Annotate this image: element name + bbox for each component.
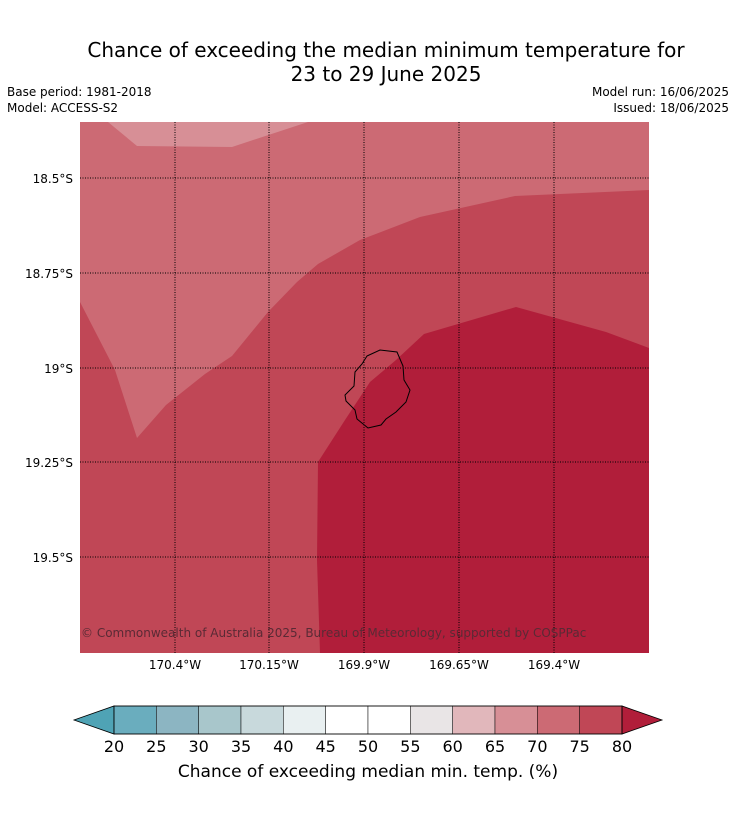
- model-text: Model: ACCESS-S2: [7, 101, 119, 115]
- lon-label: 169.65°W: [429, 658, 489, 672]
- region-65-70: [80, 122, 649, 438]
- lon-label: 170.15°W: [239, 658, 299, 672]
- lon-label: 169.4°W: [528, 658, 580, 672]
- copyright-text: © Commonwealth of Australia 2025, Bureau…: [81, 626, 586, 640]
- colorbar-tick-label: 20: [104, 737, 124, 756]
- colorbar-swatches: [72, 705, 664, 735]
- colorbar-swatch: [537, 705, 580, 735]
- meta-right: Model run: 16/06/2025 Issued: 18/06/2025: [592, 84, 729, 116]
- colorbar-over-triangle: [621, 705, 664, 735]
- colorbar-swatch: [283, 705, 326, 735]
- colorbar-swatch: [494, 705, 538, 735]
- colorbar-swatch: [367, 705, 411, 735]
- colorbar-swatch: [240, 705, 284, 735]
- lat-labels: 18.5°S 18.75°S 19°S 19.25°S 19.5°S: [25, 172, 73, 565]
- meta-left: Base period: 1981-2018 Model: ACCESS-S2: [7, 84, 152, 116]
- lat-label: 18.5°S: [33, 172, 73, 186]
- colorbar-tick-label: 35: [231, 737, 251, 756]
- colorbar-under-triangle: [72, 705, 115, 735]
- colorbar-swatch: [579, 705, 623, 735]
- gridlines: [80, 122, 649, 653]
- colorbar-tick-label: 60: [442, 737, 462, 756]
- chart-title: Chance of exceeding the median minimum t…: [0, 38, 736, 86]
- colorbar-tick-label: 70: [527, 737, 547, 756]
- colorbar-swatch: [113, 705, 157, 735]
- lon-label: 170.4°W: [149, 658, 201, 672]
- colorbar-swatch: [325, 705, 369, 735]
- colorbar-tick-label: 75: [569, 737, 589, 756]
- map-figure: © Commonwealth of Australia 2025, Bureau…: [25, 122, 649, 672]
- colorbar-label: Chance of exceeding median min. temp. (%…: [177, 762, 559, 782]
- region-over-80: [317, 307, 649, 653]
- lat-label: 19°S: [44, 362, 73, 376]
- colorbar-tick-label: 30: [188, 737, 208, 756]
- issued-text: Issued: 18/06/2025: [613, 101, 729, 115]
- lat-label: 19.25°S: [25, 456, 73, 470]
- lat-label: 19.5°S: [33, 551, 73, 565]
- title-line-2: 23 to 29 June 2025: [290, 62, 482, 86]
- map-panel: © Commonwealth of Australia 2025, Bureau…: [80, 122, 649, 653]
- colorbar-tick-label: 55: [400, 737, 420, 756]
- colorbar-swatch: [198, 705, 242, 735]
- colorbar-swatch: [156, 705, 199, 735]
- base-period-text: Base period: 1981-2018: [7, 85, 152, 99]
- title-line-1: Chance of exceeding the median minimum t…: [87, 38, 685, 62]
- colorbar-swatch: [452, 705, 496, 735]
- colorbar-tick-label: 50: [358, 737, 378, 756]
- colorbar-tick-label: 40: [273, 737, 293, 756]
- lat-label: 18.75°S: [25, 267, 73, 281]
- colorbar-tick-label: 65: [485, 737, 505, 756]
- colorbar-tick-label: 80: [612, 737, 632, 756]
- region-60-65: [108, 122, 308, 147]
- lon-label: 169.9°W: [338, 658, 390, 672]
- lon-labels: 170.4°W 170.15°W 169.9°W 169.65°W 169.4°…: [149, 658, 580, 672]
- model-run-text: Model run: 16/06/2025: [591, 85, 729, 99]
- colorbar-swatch: [410, 705, 453, 735]
- colorbar-ticks: 20 25 30 35 40 45 50 55 60 65 70 75 80: [104, 737, 632, 756]
- colorbar-outline: [113, 705, 623, 735]
- colorbar-tick-label: 25: [146, 737, 166, 756]
- colorbar-tick-label: 45: [315, 737, 335, 756]
- island-outline: [344, 349, 411, 429]
